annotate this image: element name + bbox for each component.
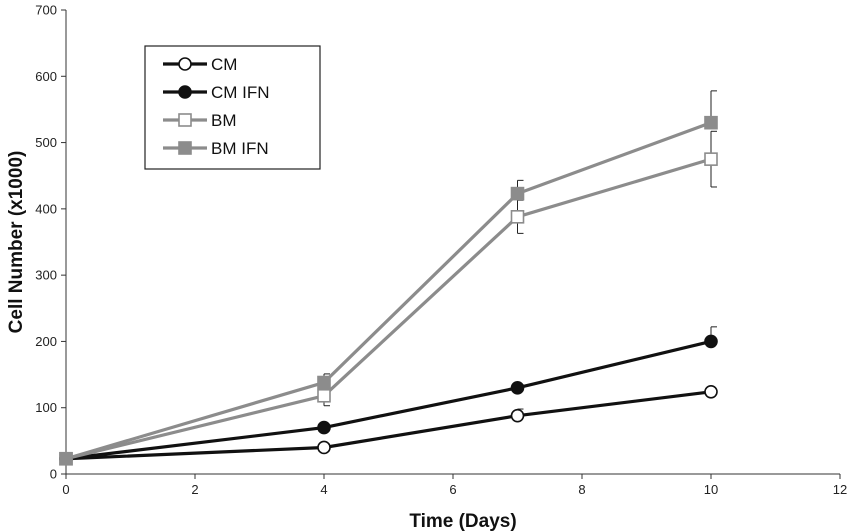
legend-item-bm: BM: [163, 111, 237, 130]
error-bars: [323, 90, 717, 448]
data-point-bm-ifn: [317, 375, 331, 390]
data-point-bm: [510, 210, 525, 224]
legend-item-bm-ifn: BM IFN: [163, 139, 269, 158]
series-line-cm: [65, 390, 712, 461]
y-tick-label: 600: [35, 69, 57, 84]
x-tick-label: 0: [62, 482, 69, 497]
legend-label: CM IFN: [211, 83, 270, 102]
x-tick-label: 8: [578, 482, 585, 497]
data-point-cm-ifn: [704, 334, 718, 349]
data-point-bm: [704, 152, 718, 166]
y-tick-label: 0: [50, 467, 57, 482]
y-tick-label: 700: [35, 3, 57, 18]
legend-label: BM IFN: [211, 139, 269, 158]
data-point-cm-ifn: [317, 420, 331, 435]
series-line-bm-ifn: [65, 121, 712, 461]
legend-label: CM: [211, 55, 237, 74]
y-tick-label: 200: [35, 334, 57, 349]
legend-swatch-marker: [178, 141, 192, 155]
data-point-bm-ifn: [704, 115, 718, 130]
x-tick-label: 2: [191, 482, 198, 497]
y-ticks: 0 100 200 300 400 500 600 700: [35, 3, 66, 482]
x-ticks: 0 2 4 6 8 10 12: [62, 474, 847, 497]
x-tick-label: 6: [449, 482, 456, 497]
data-point-cm: [510, 408, 525, 423]
x-tick-label: 12: [833, 482, 847, 497]
data-point-cm: [704, 385, 718, 399]
legend-item-cm: CM: [163, 55, 237, 74]
legend-item-cm-ifn: CM IFN: [163, 83, 270, 102]
y-tick-label: 500: [35, 135, 57, 150]
data-point-cm-ifn: [510, 381, 525, 395]
series-lines: [65, 121, 712, 461]
y-axis-title: Cell Number (x1000): [6, 151, 27, 334]
y-tick-label: 400: [35, 201, 57, 216]
legend-swatch-marker: [178, 57, 192, 71]
data-point-bm-ifn: [59, 451, 73, 466]
x-tick-label: 4: [320, 482, 327, 497]
axes: 0 100 200 300 400 500 600 700 0 2 4 6 8 10 12: [35, 3, 847, 498]
x-axis-title: Time (Days): [409, 511, 516, 532]
legend-swatch-marker: [178, 85, 192, 99]
series-line-bm: [65, 157, 712, 461]
x-tick-label: 10: [704, 482, 718, 497]
y-tick-label: 300: [35, 268, 57, 283]
y-tick-label: 100: [35, 400, 57, 415]
series-line-cm-ifn: [65, 339, 712, 461]
legend: CM CM IFN BM BM IFN: [144, 45, 321, 170]
data-point-bm: [317, 388, 331, 403]
legend-label: BM: [211, 111, 237, 130]
data-point-bm-ifn: [510, 186, 525, 201]
series-markers: [59, 115, 718, 466]
data-point-cm: [317, 440, 331, 455]
legend-swatch-marker: [178, 113, 192, 127]
